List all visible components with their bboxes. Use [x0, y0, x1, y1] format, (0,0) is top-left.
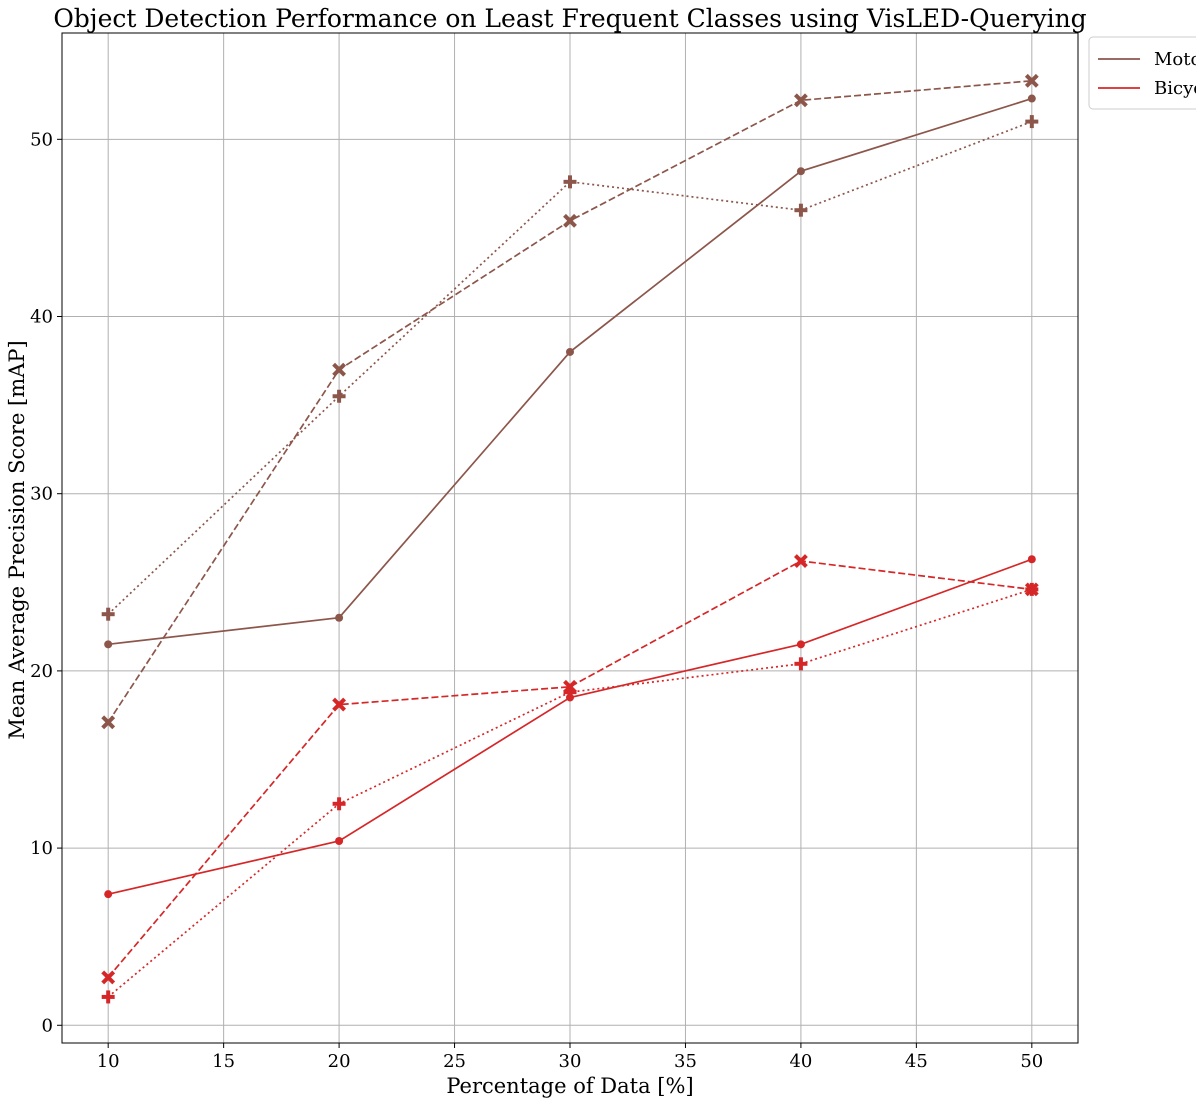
- data-point: [1027, 555, 1036, 564]
- data-point: [101, 607, 115, 621]
- data-point: [1027, 94, 1036, 103]
- x-tick-label: 35: [674, 1051, 697, 1072]
- marker-stroke: [101, 715, 116, 730]
- data-point: [1025, 115, 1039, 129]
- data-point: [335, 613, 344, 622]
- data-point: [104, 640, 113, 649]
- data-point: [335, 837, 344, 845]
- marker-stroke: [563, 213, 577, 228]
- x-tick-label: 15: [212, 1051, 235, 1072]
- marker-stroke: [332, 697, 347, 712]
- y-tick-label: 0: [42, 1015, 53, 1036]
- x-tick-label: 20: [328, 1051, 351, 1072]
- data-point: [332, 362, 347, 377]
- legend-label: Bicyc: [1154, 78, 1196, 99]
- data-point: [332, 389, 346, 403]
- marker-stroke: [101, 970, 116, 985]
- legend-label: Moto: [1154, 49, 1196, 70]
- data-point: [563, 213, 577, 228]
- ticks: 10 15 20 25 30 35 40 45 50 0 10 20 30 40 50: [30, 129, 1043, 1072]
- grid: [62, 33, 1078, 1043]
- series-dotted-plus: [101, 582, 1039, 1004]
- x-tick-label: 25: [443, 1051, 466, 1072]
- data-point: [794, 203, 808, 217]
- data-point: [794, 657, 808, 671]
- marker-stroke: [793, 93, 808, 108]
- data-point: [332, 697, 347, 712]
- data-point: [101, 970, 116, 985]
- data-point: [1025, 582, 1039, 596]
- legend: Moto Bicyc: [1088, 36, 1196, 110]
- marker-stroke: [793, 554, 808, 568]
- data-point: [793, 93, 808, 108]
- data-point: [1024, 73, 1039, 88]
- x-axis-label: Percentage of Data [%]: [446, 1074, 693, 1098]
- series-solid-circle: [104, 94, 1036, 649]
- x-tick-label: 45: [905, 1051, 928, 1072]
- x-tick-label: 10: [97, 1051, 120, 1072]
- data-point: [332, 797, 346, 811]
- legend-frame: [1088, 36, 1196, 110]
- legend-item: Moto: [1098, 49, 1196, 70]
- y-tick-label: 40: [30, 307, 53, 328]
- series-layer: [101, 73, 1039, 1004]
- y-tick-label: 20: [30, 661, 53, 682]
- data-point: [101, 990, 115, 1004]
- series-dotted-plus: [101, 115, 1039, 621]
- data-point: [796, 640, 805, 649]
- data-point: [563, 175, 577, 189]
- x-tick-label: 40: [789, 1051, 812, 1072]
- marker-stroke: [332, 362, 347, 377]
- y-tick-label: 10: [30, 838, 53, 859]
- data-point: [104, 890, 113, 899]
- series-dashed-x: [101, 73, 1039, 730]
- chart-title: Object Detection Performance on Least Fr…: [53, 4, 1086, 33]
- data-point: [796, 167, 805, 176]
- series-line: [107, 588, 1033, 998]
- marker-stroke: [1024, 73, 1039, 88]
- series-line: [107, 120, 1033, 615]
- data-point: [566, 347, 574, 356]
- x-tick-label: 50: [1020, 1051, 1043, 1072]
- y-tick-label: 50: [30, 129, 53, 150]
- legend-item: Bicyc: [1098, 78, 1196, 99]
- data-point: [793, 554, 808, 568]
- y-axis-label: Mean Average Precision Score [mAP]: [5, 340, 29, 739]
- data-point: [101, 715, 116, 730]
- y-tick-label: 30: [30, 484, 53, 505]
- x-tick-label: 30: [559, 1051, 582, 1072]
- data-point: [563, 685, 577, 699]
